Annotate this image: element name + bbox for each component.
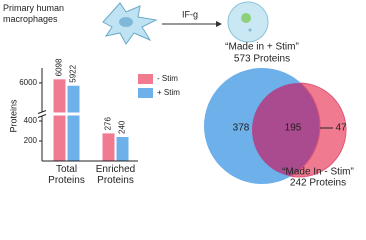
set-name: “Made In - Stim” <box>282 167 354 178</box>
venn-overlap <box>252 83 321 177</box>
legend-swatch <box>138 88 153 98</box>
page: IF-g 6098 276 5922 240 200 400 6000 Proteins - S… <box>3 1 354 189</box>
bar <box>116 137 129 161</box>
arrow-head <box>216 21 222 27</box>
break-mark <box>37 114 47 118</box>
value-label: 6098 <box>55 58 64 76</box>
x-tick-label: Total Proteins <box>48 164 85 186</box>
bar <box>53 79 66 161</box>
legend-label: + Stim <box>157 88 180 97</box>
cell-after <box>227 1 269 43</box>
region-count: 195 <box>285 123 302 134</box>
legend-swatch <box>138 74 153 84</box>
axis-break-gap <box>38 112 136 116</box>
value-label: 240 <box>118 120 127 134</box>
y-axis-label: Proteins <box>8 99 18 133</box>
y-tick-label: 200 <box>24 136 38 145</box>
legend-label: - Stim <box>157 74 178 83</box>
y-tick-label: 6000 <box>19 78 37 87</box>
bar <box>102 133 115 161</box>
x-tick-label: Enriched Proteins <box>95 164 136 186</box>
region-count: 378 <box>233 123 250 134</box>
set-size: 242 Proteins <box>290 178 346 189</box>
bar <box>67 85 80 161</box>
value-label: 276 <box>104 117 113 131</box>
treatment-label: IF-g <box>182 9 198 19</box>
cells-label: Primary human macrophages <box>3 3 65 24</box>
value-label: 5922 <box>69 64 78 82</box>
break-mark <box>37 110 47 114</box>
y-tick-label: 400 <box>24 116 38 125</box>
region-count: 47 <box>335 123 347 134</box>
cell-before <box>102 2 158 45</box>
set-name: “Made in + Stim” <box>225 42 299 53</box>
figure: IF-g 6098 276 5922 240 200 400 6000 Proteins - S… <box>8 1 354 189</box>
set-size: 573 Proteins <box>234 54 290 65</box>
